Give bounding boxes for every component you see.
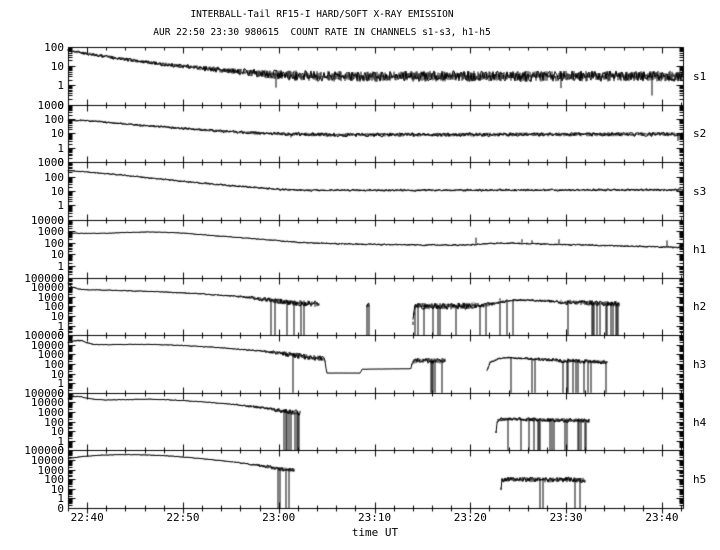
- x-axis-title: time UT: [351, 526, 399, 539]
